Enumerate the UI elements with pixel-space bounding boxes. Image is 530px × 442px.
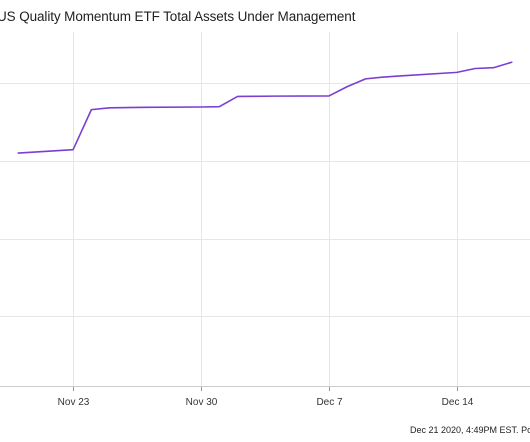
- series-line: [17, 61, 513, 154]
- chart-footer: Dec 21 2020, 4:49PM EST. Power: [410, 425, 530, 435]
- data-point: [89, 108, 93, 112]
- data-point: [327, 94, 331, 98]
- x-tick-label: Dec 14: [442, 397, 474, 408]
- data-point: [144, 105, 148, 109]
- x-tick-label: Dec 7: [316, 397, 343, 408]
- data-point: [199, 105, 203, 109]
- data-point: [510, 60, 514, 64]
- x-tick-label: Nov 30: [186, 397, 218, 408]
- data-point: [455, 70, 459, 74]
- data-point: [71, 148, 75, 152]
- data-point: [364, 77, 368, 81]
- data-point: [16, 151, 20, 155]
- data-point: [217, 105, 221, 109]
- data-point: [473, 66, 477, 70]
- data-point: [236, 94, 240, 98]
- chart-title: US Quality Momentum ETF Total Assets Und…: [0, 9, 356, 24]
- x-tick-label: Nov 23: [58, 397, 90, 408]
- data-point: [272, 94, 276, 98]
- data-point: [108, 106, 112, 110]
- data-point: [345, 85, 349, 89]
- data-point: [382, 75, 386, 79]
- data-point: [400, 74, 404, 78]
- data-point: [254, 94, 258, 98]
- data-point: [491, 66, 495, 70]
